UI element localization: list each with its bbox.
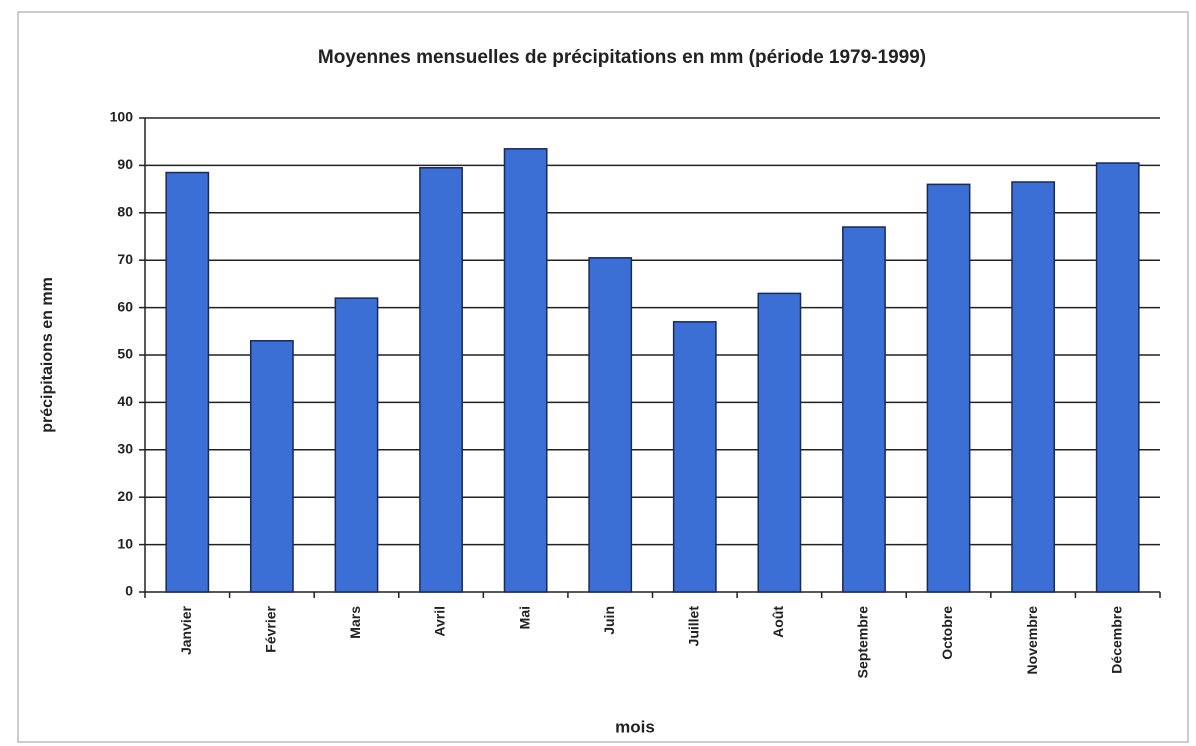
x-tick-label: Avril [432, 606, 448, 637]
bar [503, 148, 548, 593]
x-tick-label: Octobre [939, 606, 955, 660]
y-tick-label: 40 [117, 393, 133, 409]
bar [588, 257, 633, 593]
bar [926, 183, 971, 593]
y-tick-label: 10 [117, 535, 133, 551]
y-axis-label: précipitaions en mm [39, 277, 56, 433]
y-tick-label: 20 [117, 488, 133, 504]
y-tick-label: 60 [117, 298, 133, 314]
bar [842, 226, 886, 593]
y-tick-label: 50 [117, 346, 133, 362]
bar [1011, 181, 1056, 593]
y-tick-label: 70 [117, 251, 133, 267]
x-tick-label: Février [263, 605, 279, 652]
bar [249, 340, 294, 593]
x-tick-label: Décembre [1108, 606, 1124, 674]
bar [757, 292, 802, 593]
x-tick-label: Juin [601, 606, 617, 635]
y-tick-label: 0 [125, 583, 133, 599]
bar [419, 167, 463, 593]
bar [672, 321, 717, 593]
x-tick-label: Août [770, 606, 786, 638]
x-tick-label: Janvier [178, 605, 194, 655]
bar [1095, 162, 1140, 593]
bar [334, 297, 379, 593]
bar [165, 171, 210, 593]
y-tick-label: 90 [117, 156, 133, 172]
x-axis-label: mois [615, 717, 655, 736]
x-tick-label: Novembre [1024, 606, 1040, 675]
y-tick-label: 100 [110, 109, 134, 125]
x-tick-label: Juillet [685, 606, 701, 647]
y-tick-label: 30 [117, 441, 133, 457]
x-tick-label: Septembre [855, 606, 871, 679]
chart-title: Moyennes mensuelles de précipitations en… [318, 47, 926, 68]
x-tick-label: Mai [516, 606, 532, 629]
x-tick-label: Mars [347, 606, 363, 639]
y-tick-label: 80 [117, 204, 133, 220]
